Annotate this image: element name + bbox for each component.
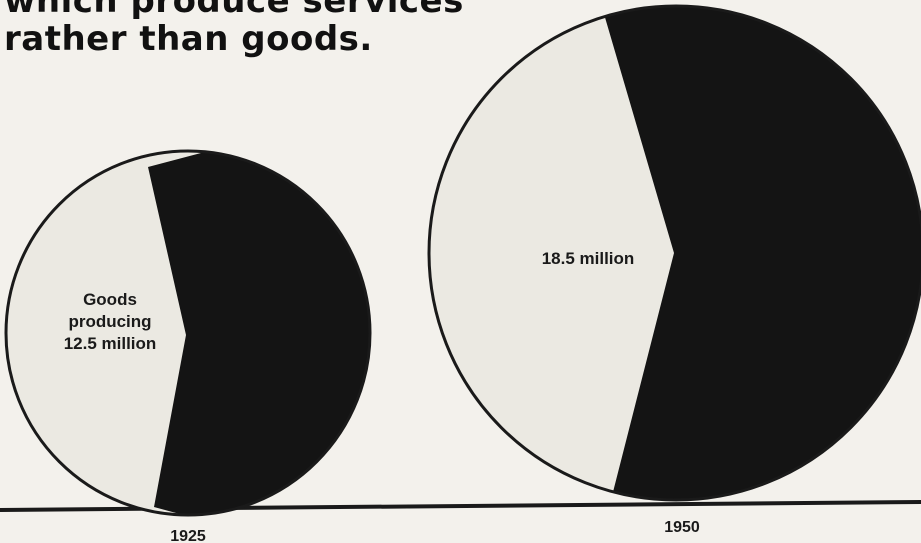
pie-1925-year-label: 1925 bbox=[170, 528, 206, 543]
pie-1925-outline bbox=[4, 149, 372, 517]
pie-1925-label-line-1: Goods bbox=[83, 290, 137, 309]
pie-1925-slice-services bbox=[148, 151, 370, 515]
pie-1925-label-line-2: producing bbox=[68, 312, 151, 331]
pie-1950-label-line-1: 18.5 million bbox=[542, 249, 635, 268]
title-line-1: which produce services bbox=[4, 0, 464, 21]
page-title: which produce services rather than goods… bbox=[4, 0, 464, 58]
pie-1950-outline bbox=[427, 4, 921, 502]
pie-1925-label-line-3: 12.5 million bbox=[64, 334, 157, 353]
title-line-2: rather than goods. bbox=[4, 19, 373, 59]
pie-1950-slice-services bbox=[604, 6, 921, 500]
pie-1950-year-label: 1950 bbox=[664, 519, 700, 536]
